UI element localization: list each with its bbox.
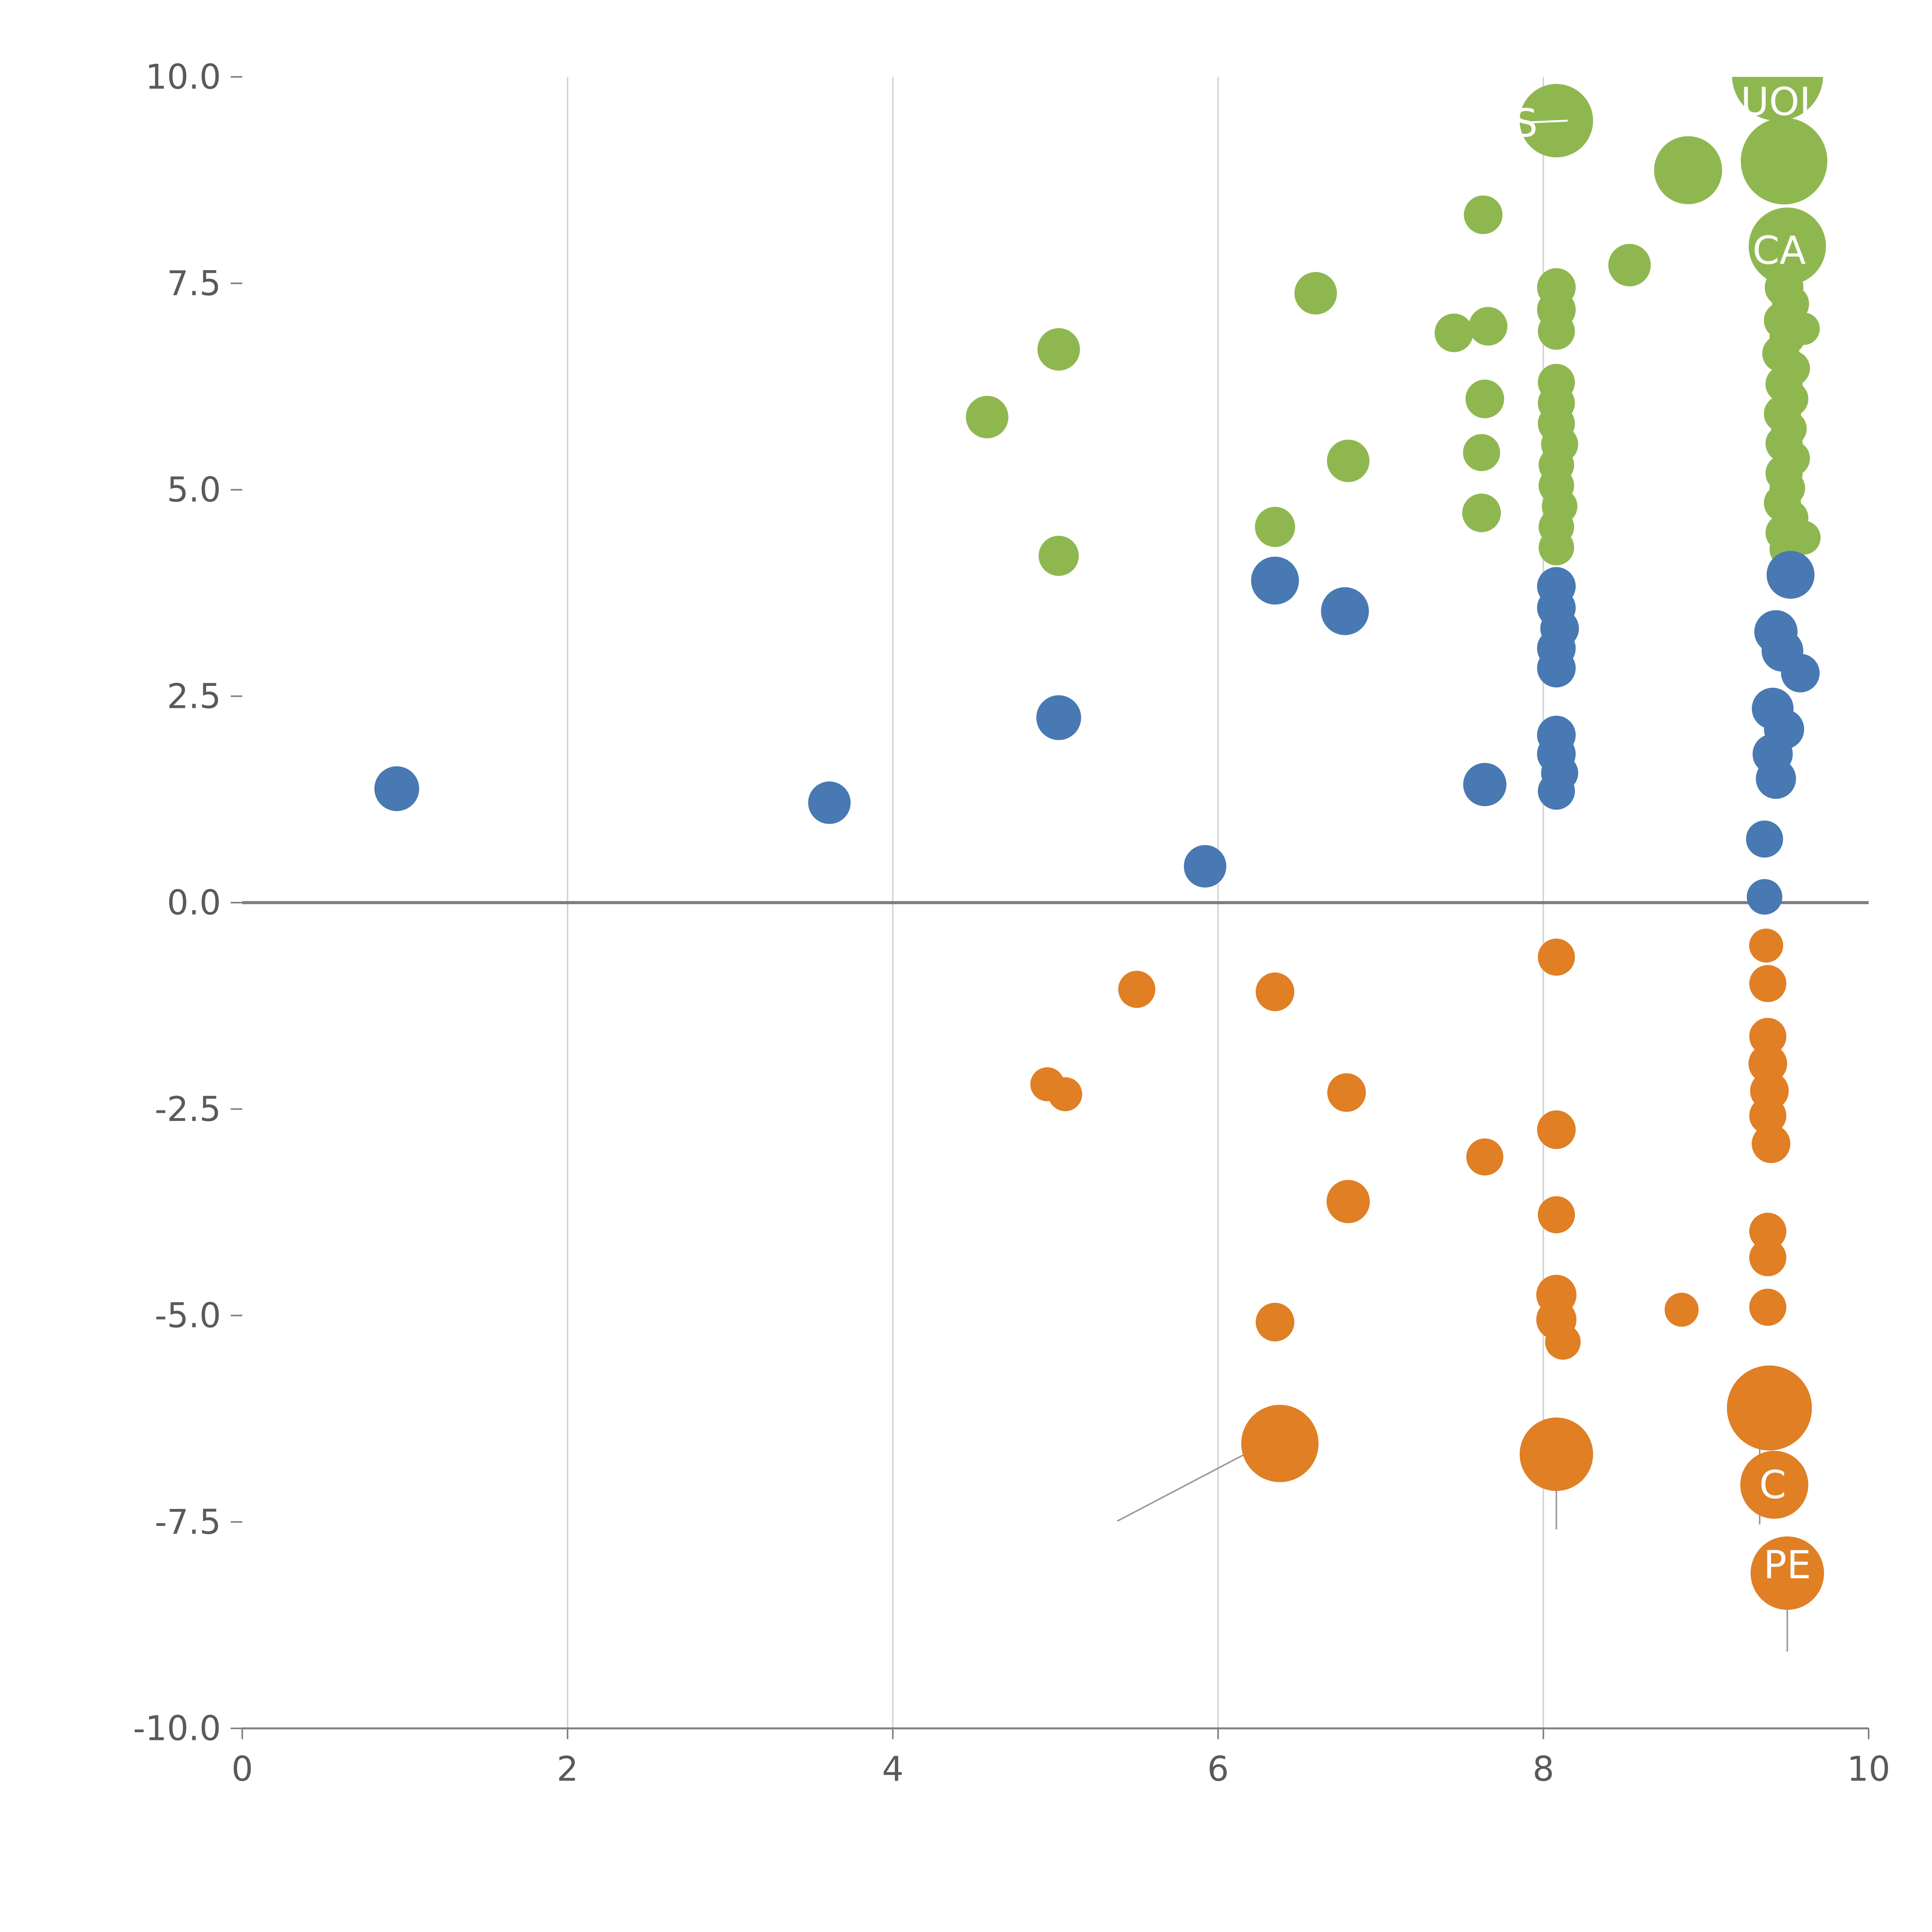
bubble-green: [1037, 328, 1080, 371]
point-label: S: [1513, 100, 1537, 146]
leader-line-white: [1530, 119, 1568, 124]
bubble-orange: [1537, 939, 1575, 976]
bubble-orange: [1740, 1451, 1808, 1519]
y-tick-label: 5.0: [167, 470, 221, 510]
bubble-orange: [1749, 1239, 1787, 1276]
bubble-orange: [1048, 1077, 1082, 1111]
bubble-orange: [1255, 972, 1294, 1011]
bubble-blue: [1463, 763, 1507, 806]
y-tick-label: 10.0: [145, 57, 221, 97]
bubble-blue: [808, 781, 851, 824]
bubble-orange: [1537, 1110, 1576, 1149]
x-axis-group: 0 2 4 6 8 10: [231, 1728, 1890, 1789]
bubble-orange: [1537, 1196, 1575, 1233]
bubble-green: [1434, 313, 1473, 352]
point-label: PE: [1764, 1542, 1811, 1587]
bubble-blue: [1537, 772, 1575, 810]
leader-line: [1117, 1442, 1267, 1522]
bubble-orange: [1327, 1073, 1366, 1112]
bubble-blue: [1036, 695, 1081, 740]
bubble-orange: [1752, 1124, 1791, 1163]
bubble-orange: [1727, 1365, 1812, 1451]
y-tick-label: 7.5: [167, 264, 221, 303]
bubble-green: [1469, 307, 1508, 346]
bubble-blue: [1756, 759, 1796, 799]
bubble-orange: [1466, 1138, 1503, 1176]
bubble-green: [1038, 536, 1079, 576]
bubble-green: [1654, 136, 1722, 204]
point-label: UOL: [1741, 79, 1821, 124]
bubble-orange: [1241, 1405, 1319, 1482]
bubble-orange: [1749, 1097, 1787, 1134]
bubble-orange: [1327, 1180, 1370, 1223]
bubble-blue: [1747, 879, 1782, 915]
bubble-blue: [1746, 820, 1783, 858]
bubble-green: [1748, 207, 1826, 285]
y-tick-label: -5.0: [155, 1296, 221, 1335]
x-tick-label: 8: [1532, 1749, 1554, 1789]
series-orange-group: [1030, 929, 1824, 1610]
bubble-green: [1538, 530, 1574, 566]
point-label: C: [1759, 1462, 1786, 1507]
bubble-orange: [1749, 929, 1783, 963]
point-label: CA: [1752, 228, 1806, 273]
bubble-orange: [1749, 1213, 1787, 1250]
x-tick-label: 4: [882, 1749, 904, 1789]
x-tick-label: 0: [231, 1749, 253, 1789]
series-blue-group: [374, 551, 1820, 915]
bubble-orange: [1749, 1018, 1787, 1055]
bubble-green: [1462, 493, 1501, 532]
x-tick-label: 6: [1207, 1749, 1229, 1789]
bubble-green: [1741, 117, 1828, 204]
bubble-orange: [1664, 1293, 1699, 1327]
bubble-blue: [1321, 587, 1369, 635]
bubble-orange: [1118, 971, 1155, 1008]
y-tick-label: -7.5: [155, 1502, 221, 1542]
y-tick-label: 2.5: [167, 676, 221, 716]
bubble-green: [1463, 434, 1500, 471]
y-tick-label: -10.0: [133, 1709, 221, 1748]
bubble-orange: [1749, 965, 1787, 1002]
x-tick-label: 10: [1847, 1749, 1890, 1789]
plot-area: UOL S CA C PE: [374, 77, 1828, 1652]
bubble-blue: [1251, 556, 1299, 605]
bubble-green: [1608, 244, 1651, 287]
bubble-green: [1327, 439, 1370, 482]
bubble-blue: [1766, 551, 1815, 599]
bubble-green: [1465, 379, 1504, 418]
bubble-blue: [374, 766, 419, 811]
bubble-green: [966, 396, 1009, 439]
bubble-orange: [1545, 1324, 1581, 1360]
x-tick-label: 2: [557, 1749, 578, 1789]
y-tick-label: 0.0: [167, 883, 221, 923]
series-green-group: [966, 77, 1828, 576]
y-axis-group: -10.0 -7.5 -5.0 -2.5 0.0 2.5 5.0 7.5 10.0: [133, 57, 242, 1748]
bubble-green: [1537, 313, 1575, 350]
bubble-orange: [1255, 1303, 1294, 1342]
bubble-blue: [1184, 845, 1226, 888]
bubble-green: [1732, 77, 1823, 121]
point-labels-group: UOL S CA C PE: [1513, 79, 1821, 1588]
y-tick-label: -2.5: [155, 1089, 221, 1129]
bubble-blue: [1537, 649, 1576, 688]
bubble-orange: [1748, 1044, 1787, 1083]
bubble-green: [1294, 272, 1337, 315]
bubble-orange: [1749, 1289, 1787, 1326]
bubble-orange: [1519, 1417, 1593, 1491]
bubble-green: [1255, 507, 1295, 547]
bubble-blue: [1781, 653, 1820, 692]
bubble-green: [1464, 195, 1503, 234]
bubble-orange: [1750, 1536, 1824, 1610]
